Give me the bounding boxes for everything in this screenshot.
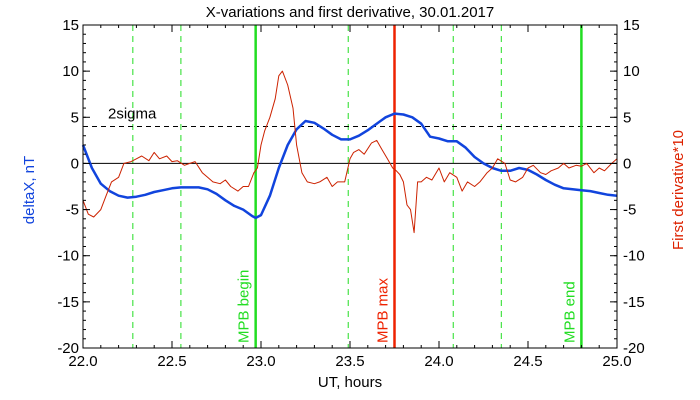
- x-tick-label: 23.5: [335, 353, 364, 370]
- threshold-label: 2sigma: [108, 106, 157, 123]
- y-tick-label-right: 0: [623, 155, 631, 172]
- deltax-line: [81, 112, 618, 220]
- y-tick-label-right: -10: [623, 248, 645, 265]
- y-tick-label-right: 5: [623, 109, 631, 126]
- x-tick-label: 24.5: [513, 353, 542, 370]
- y-tick-label-right: -20: [623, 340, 645, 357]
- y-tick-label-left: 5: [71, 109, 79, 126]
- y-tick-label-left: 15: [62, 17, 79, 34]
- y-tick-label-left: -5: [66, 202, 79, 219]
- y-axis-title-left: deltaX, nT: [21, 156, 38, 224]
- plot-frame: [82, 24, 618, 349]
- y-axis-title-right: First derivative*10: [670, 130, 687, 250]
- event-marker-label: MPB end: [561, 281, 578, 343]
- y-tick-label-left: -10: [57, 248, 79, 265]
- y-tick-label-right: -5: [623, 202, 636, 219]
- tick-layer: 22.0 22.5 23.0 23.5 24.0 24.5 25.0-20 -20-15 -15…: [57, 17, 644, 370]
- event-marker-label: MPB max: [375, 277, 392, 343]
- y-tick-label-right: 15: [623, 17, 640, 34]
- x-tick-label: 23.0: [246, 353, 275, 370]
- x-tick-label: 24.0: [424, 353, 453, 370]
- marker-layer: MPB begin MPB max MPB end: [83, 25, 617, 348]
- series-layer: [81, 70, 618, 234]
- x-axis-title: UT, hours: [318, 374, 382, 391]
- y-tick-label-left: 0: [71, 155, 79, 172]
- y-tick-label-right: -15: [623, 294, 645, 311]
- event-marker-label: MPB begin: [236, 270, 253, 343]
- y-tick-label-left: -15: [57, 294, 79, 311]
- derivative-line: [82, 70, 618, 234]
- x-tick-label: 25.0: [602, 353, 631, 370]
- y-tick-label-right: 10: [623, 63, 640, 80]
- x-tick-label: 22.5: [157, 353, 186, 370]
- x-tick-label: 22.0: [68, 353, 97, 370]
- y-tick-label-left: 10: [62, 63, 79, 80]
- y-tick-label-left: -20: [57, 340, 79, 357]
- chart-title: X-variations and first derivative, 30.01…: [206, 4, 495, 21]
